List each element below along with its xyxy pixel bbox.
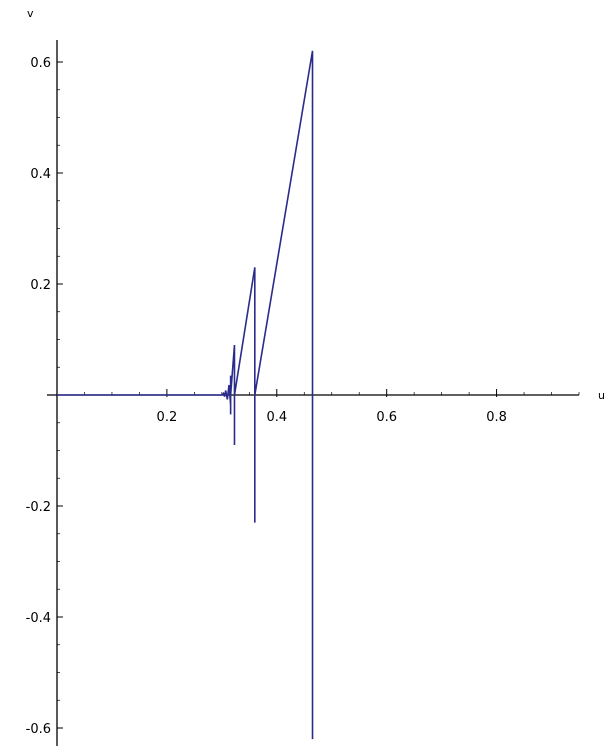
series-line bbox=[57, 50, 314, 740]
y-axis-title: v bbox=[27, 7, 34, 20]
y-tick-label: -0.4 bbox=[26, 611, 51, 626]
y-tick-label: 0.6 bbox=[30, 56, 51, 71]
ticks bbox=[57, 61, 580, 729]
series bbox=[57, 50, 314, 740]
y-tick-label: 0.4 bbox=[30, 167, 51, 182]
x-tick-label: 0.4 bbox=[266, 410, 287, 425]
y-tick-label: 0.2 bbox=[30, 278, 51, 293]
x-axis-title: u bbox=[598, 389, 605, 402]
tick-labels: 0.2 0.4 0.6 0.8 0.6 0.4 0.2 -0.2 -0.4 -0.6 bbox=[26, 56, 507, 737]
x-tick-label: 0.6 bbox=[376, 410, 397, 425]
x-tick-label: 0.8 bbox=[486, 410, 507, 425]
y-tick-label: -0.6 bbox=[26, 722, 51, 737]
x-tick-label: 0.2 bbox=[157, 410, 178, 425]
y-tick-label: -0.2 bbox=[26, 500, 51, 515]
